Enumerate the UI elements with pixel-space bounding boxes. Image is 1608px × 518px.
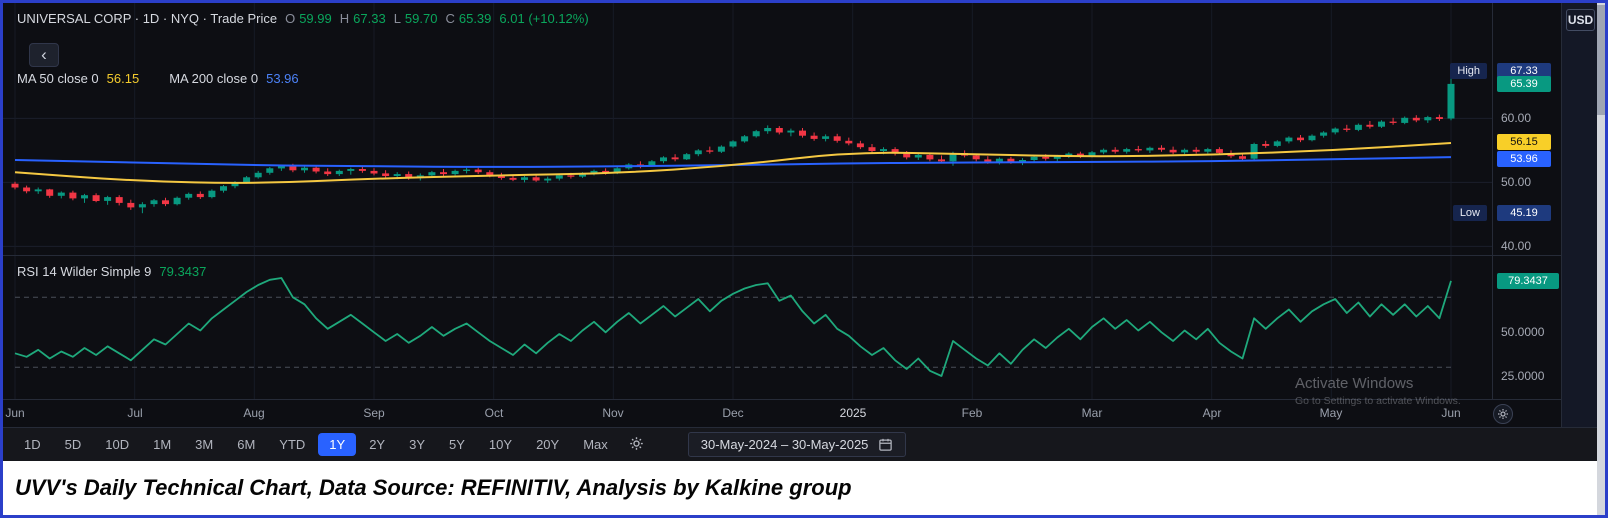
time-axis-label: Jun (5, 406, 25, 420)
price-tick-60: 60.00 (1501, 111, 1532, 125)
price-tick-50: 50.00 (1501, 175, 1532, 189)
gear-icon (1498, 409, 1508, 419)
date-range-picker[interactable]: 30-May-2024 – 30-May-2025 (687, 432, 907, 457)
ma200-value: 53.96 (266, 71, 299, 86)
ma-legend: MA 50 close 0 56.15 MA 200 close 0 53.96 (17, 71, 299, 86)
time-axis-label: Sep (363, 406, 385, 420)
time-axis[interactable]: Jun Jul Aug Sep Oct Nov Dec 2025 Feb Mar Apr May Jun (3, 399, 1561, 427)
rsi-pane[interactable]: RSI 14 Wilder Simple 9 79.3437 79.3437 5… (3, 255, 1561, 399)
price-chart-pane[interactable]: UNIVERSAL CORP · 1D · NYQ · Trade Price … (3, 3, 1561, 255)
rsi-axis[interactable]: 79.3437 50.0000 25.0000 (1492, 256, 1561, 399)
range-button-3m[interactable]: 3M (184, 433, 224, 456)
axis-settings-button[interactable] (1493, 404, 1513, 424)
high-marker-tag: High (1450, 63, 1487, 79)
caption-bar: UVV's Daily Technical Chart, Data Source… (3, 461, 1605, 515)
time-axis-label: Jun (1441, 406, 1461, 420)
range-button-3y[interactable]: 3Y (398, 433, 436, 456)
close-label: C (445, 11, 455, 26)
change-value: 6.01 (+10.12%) (499, 11, 589, 26)
range-button-5d[interactable]: 5D (54, 433, 93, 456)
candlestick-plot[interactable] (3, 3, 1493, 255)
time-axis-label: Oct (484, 406, 504, 420)
close-value: 65.39 (458, 11, 492, 26)
scrollbar-thumb[interactable] (1597, 5, 1605, 115)
ma50-value: 56.15 (106, 71, 140, 86)
date-range-text: 30-May-2024 – 30-May-2025 (700, 437, 869, 452)
time-axis-label: May (1319, 406, 1343, 420)
time-axis-label: 2025 (839, 406, 867, 420)
range-button-6m[interactable]: 6M (226, 433, 266, 456)
time-axis-label: Aug (243, 406, 265, 420)
time-axis-label: Feb (961, 406, 983, 420)
symbol-legend: UNIVERSAL CORP · 1D · NYQ · Trade Price … (17, 11, 589, 26)
ma200-label: MA 200 close 0 (169, 71, 259, 86)
price-low-chip: 45.19 (1497, 205, 1551, 221)
range-button-10d[interactable]: 10D (94, 433, 140, 456)
range-button-ytd[interactable]: YTD (268, 433, 316, 456)
ma200-price-chip: 53.96 (1497, 151, 1551, 167)
range-buttons: 1D 5D 10D 1M 3M 6M YTD 1Y 2Y 3Y 5Y 10Y 20Y Max (13, 433, 619, 456)
rsi-label: RSI 14 Wilder Simple 9 (17, 264, 152, 279)
calendar-icon (879, 438, 893, 451)
range-button-1m[interactable]: 1M (142, 433, 182, 456)
range-toolbar: 1D 5D 10D 1M 3M 6M YTD 1Y 2Y 3Y 5Y 10Y 20Y Max 30-May… (3, 427, 1605, 461)
time-axis-label: Apr (1202, 406, 1222, 420)
rsi-plot[interactable] (3, 256, 1493, 399)
range-button-20y[interactable]: 20Y (525, 433, 570, 456)
rsi-tick-25: 25.0000 (1501, 369, 1545, 383)
rsi-last-chip: 79.3437 (1497, 273, 1559, 289)
symbol-title: UNIVERSAL CORP · 1D · NYQ · Trade Price (17, 11, 278, 26)
high-label: H (339, 11, 350, 26)
range-button-max[interactable]: Max (572, 433, 619, 456)
caption-text: UVV's Daily Technical Chart, Data Source… (15, 475, 852, 500)
toolbar-settings-button[interactable] (621, 432, 652, 458)
open-label: O (285, 11, 296, 26)
gear-icon (630, 436, 643, 450)
time-axis-label: Dec (722, 406, 744, 420)
time-axis-label: Jul (127, 406, 143, 420)
range-button-1y[interactable]: 1Y (318, 433, 357, 456)
rsi-tick-50: 50.0000 (1501, 325, 1545, 339)
chevron-left-icon: ‹ (41, 45, 47, 64)
ma50-price-chip: 56.15 (1497, 134, 1551, 150)
range-button-2y[interactable]: 2Y (358, 433, 396, 456)
last-price-chip: 65.39 (1497, 76, 1551, 92)
rsi-value: 79.3437 (159, 264, 207, 279)
rsi-legend: RSI 14 Wilder Simple 9 79.3437 (17, 264, 206, 279)
range-button-10y[interactable]: 10Y (478, 433, 523, 456)
range-button-5y[interactable]: 5Y (438, 433, 476, 456)
ma50-label: MA 50 close 0 (17, 71, 99, 86)
price-high-chip: 67.33 (1497, 63, 1551, 79)
currency-button[interactable]: USD (1566, 9, 1595, 31)
high-value: 67.33 (353, 11, 386, 26)
range-button-1d[interactable]: 1D (13, 433, 52, 456)
scrollbar[interactable] (1597, 3, 1605, 515)
low-label: L (393, 11, 401, 26)
low-value: 59.70 (404, 11, 438, 26)
low-marker-tag: Low (1452, 205, 1487, 221)
time-axis-label: Mar (1081, 406, 1103, 420)
time-axis-label: Nov (602, 406, 624, 420)
price-axis[interactable]: 67.33 65.39 60.00 56.15 53.96 50.00 45.1… (1492, 3, 1561, 255)
open-value: 59.99 (299, 11, 332, 26)
price-tick-40: 40.00 (1501, 239, 1532, 253)
back-button[interactable]: ‹ (29, 43, 59, 67)
